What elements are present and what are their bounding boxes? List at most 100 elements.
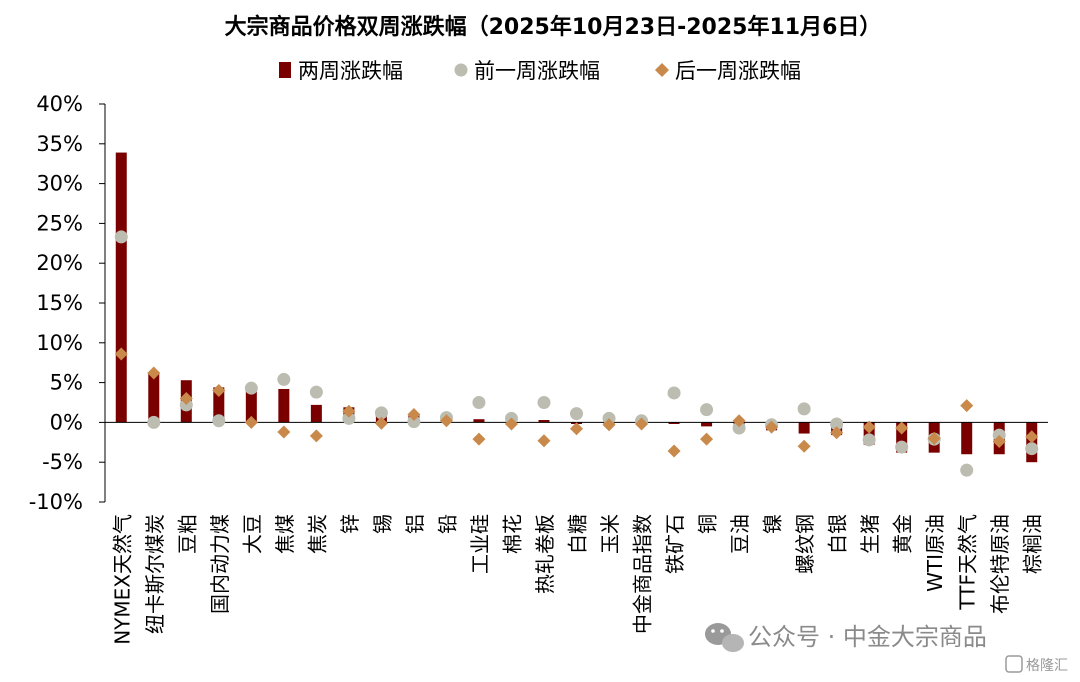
point-next-week [147,366,161,380]
plot-area [105,152,1048,477]
legend: 两周涨跌幅 前一周涨跌幅 后一周涨跌幅 [279,59,801,83]
category-label: NYMEX天然气 [110,514,134,645]
point-previous-week [895,440,909,454]
point-next-week [797,439,811,453]
y-tick-label: 30% [36,172,83,196]
point-next-week [602,418,616,432]
watermark: 公众号 · 中金大宗商品 格隆汇 [705,623,1068,674]
bar-two-week [961,422,973,455]
category-label: 豆油 [728,514,752,554]
point-next-week [570,422,583,436]
y-axis: 40% 35% 30% 25% 20% 15% 10% 5% 0% -5% -10% [29,92,106,514]
category-label: 锡 [370,514,394,534]
point-previous-week [537,396,551,409]
category-label: 铅 [435,514,459,534]
y-tick-label: 0% [50,410,83,434]
point-next-week [212,384,226,398]
category-label: 螺纹钢 [793,514,817,574]
category-label: TTF天然气 [956,514,980,611]
category-label: 生猪 [858,514,882,554]
category-label: 中金商品指数 [631,514,655,634]
bar-two-week [245,388,257,423]
point-next-week [1025,430,1039,444]
category-label: 纽卡斯尔煤炭 [143,514,167,634]
point-next-week [700,432,714,446]
point-next-week [992,435,1006,449]
point-previous-week [1025,442,1039,456]
point-previous-week [212,414,226,428]
point-next-week [960,399,974,413]
point-next-week [830,426,844,440]
point-previous-week [374,406,388,420]
category-label: 大豆 [240,514,264,554]
bar-two-week [278,388,290,423]
point-next-week [732,414,746,428]
category-label: 铜 [696,514,720,534]
y-tick-label: 20% [36,251,83,275]
bar-two-week [310,404,322,423]
point-previous-week [472,396,486,409]
point-next-week [309,429,323,443]
bar-two-week [798,422,810,434]
point-next-week [277,425,291,439]
y-tick-label: 10% [36,331,83,355]
point-previous-week [407,415,421,429]
point-previous-week [309,385,323,399]
point-previous-week [342,411,356,425]
legend-marker [279,62,291,78]
category-label: 玉米 [598,514,622,554]
legend-marker [655,63,669,77]
category-label: 锌 [338,514,362,534]
chart-title: 大宗商品价格双周涨跌幅（2025年10月23日-2025年11月6日） [225,14,882,40]
point-next-week [179,392,193,406]
x-axis-labels: NYMEX天然气 纽卡斯尔煤炭 豆粕 国内动力煤 大豆 焦煤 焦炭锌锡铝铅工业硅 棉花 热轧卷板… [110,514,1044,645]
point-next-week [862,420,876,434]
point-next-week [927,431,941,445]
legend-label: 后一周涨跌幅 [675,59,801,83]
point-previous-week [700,403,714,417]
y-tick-label: 5% [50,371,83,395]
category-label: 豆粕 [175,514,199,554]
category-label: 焦炭 [305,514,329,554]
point-previous-week [960,463,974,477]
point-previous-week [114,230,128,244]
legend-marker [454,63,468,77]
y-tick-label: 25% [36,211,83,235]
point-next-week [407,407,421,421]
point-next-week [244,415,258,429]
category-label: 布伦特原油 [988,514,1012,614]
category-label: 焦煤 [273,514,297,554]
bar-two-week [213,387,225,423]
point-next-week [472,432,486,446]
point-previous-week [244,381,258,395]
point-next-week [504,417,518,431]
point-next-week [635,417,649,431]
y-tick-label: -10% [29,490,83,514]
category-label: 铁矿石 [663,514,687,574]
point-previous-week [830,417,844,431]
point-next-week [342,404,356,418]
category-label: 工业硅 [468,514,492,574]
wechat-icon [705,623,744,652]
point-previous-week [667,386,681,400]
point-previous-week [732,421,746,435]
bar-two-week [473,419,485,423]
bar-two-week [148,372,160,423]
watermark-text: 公众号 · 中金大宗商品 [748,623,987,651]
category-label: 热轧卷板 [533,514,557,594]
y-tick-label: 15% [36,291,83,315]
bar-two-week [668,422,680,424]
bar-two-week [701,422,713,427]
bar-two-week [538,420,550,423]
point-next-week [895,421,909,435]
point-next-week [765,420,779,434]
bar-two-week [115,152,127,423]
y-tick-label: -5% [42,450,83,474]
category-label: 镍 [761,514,785,534]
category-label: 铝 [403,514,427,534]
point-next-week [667,444,681,458]
category-label: 白银 [826,514,850,554]
category-label: 白糖 [566,514,590,554]
point-previous-week [277,372,291,386]
